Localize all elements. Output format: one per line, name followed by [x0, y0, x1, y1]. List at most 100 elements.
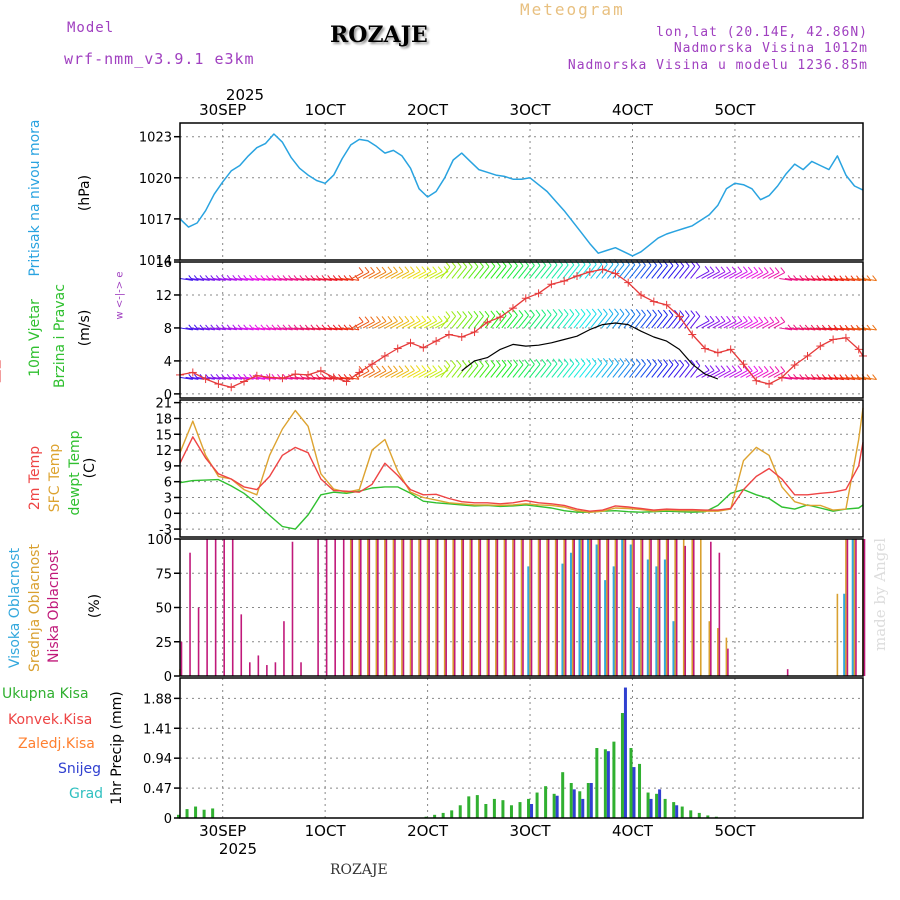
wind-barb-flag [445, 360, 451, 367]
wind-barb [601, 362, 614, 378]
wind-barb-flag [456, 360, 462, 367]
wind-barb-flag [652, 260, 657, 266]
y-tick-label: 75 [155, 567, 172, 582]
bottom-date-label: 2OCT [407, 822, 449, 840]
wind-barb [468, 365, 479, 378]
wind-barb [684, 364, 696, 378]
wind-barb [640, 363, 652, 378]
wind-barb [756, 370, 769, 378]
wind-barb [801, 277, 816, 282]
bottom-date-label: 1OCT [305, 822, 347, 840]
wind-barb-flag [747, 266, 753, 273]
wind-barb-flag [421, 266, 427, 272]
wind-barb [829, 327, 844, 331]
wind-barb-flag [709, 365, 715, 371]
wind-barb-flag [451, 310, 457, 317]
wind-barb [745, 271, 759, 279]
wind-barb [679, 364, 690, 378]
wind-barb-flag [535, 359, 541, 365]
wind-barb [324, 376, 338, 380]
precip-rain-bar [501, 800, 505, 818]
wind-barb-flag [872, 374, 877, 380]
wind-barb-flag [574, 308, 580, 315]
wind-barb-flag [684, 310, 690, 316]
wind-barb-flag [715, 365, 721, 371]
wind-barb-flag [484, 360, 490, 366]
wind-barb-flag [704, 364, 710, 371]
pressure-line [179, 133, 864, 257]
wind-barb-flag [437, 315, 443, 322]
wind-barb [701, 271, 715, 279]
wind-barb [723, 320, 737, 329]
y-tick-label: 12 [155, 289, 172, 304]
wind-barb [545, 264, 558, 279]
wind-barb [229, 327, 243, 331]
wind-barb [213, 327, 226, 331]
wind-barb-flag [774, 366, 780, 372]
wind-barb-flag [657, 359, 663, 365]
wind-barb-flag [747, 365, 753, 372]
wind-barb [690, 365, 701, 378]
wind-barb-flag [387, 315, 393, 322]
wind-barb [390, 320, 404, 329]
wind-barb [745, 321, 759, 329]
wind-barb [423, 320, 437, 329]
wind-barb-flag [364, 365, 370, 372]
wind-barb-flag [426, 365, 432, 371]
wind-barb [507, 364, 518, 378]
y-tick-label: 3 [164, 491, 172, 506]
wind-barb [540, 314, 552, 329]
wind-barb [179, 277, 193, 281]
wind-barb [695, 369, 710, 378]
wind-barb [829, 277, 844, 282]
wind-barb [701, 320, 715, 329]
wind-barb-flag [737, 266, 743, 273]
wind-barb [252, 327, 265, 331]
y-tick-label: 0.47 [143, 782, 172, 797]
wind-barb [645, 314, 657, 329]
wind-barb [335, 277, 349, 281]
precip-rain-bar [646, 792, 650, 818]
wind-barb [457, 266, 468, 279]
wind-barb [651, 314, 663, 329]
page-title: ROZAJE [330, 22, 428, 48]
wind-barb-flag [758, 366, 764, 372]
wind-barb-flag [731, 315, 737, 322]
precip-rain-bar [595, 748, 599, 818]
wind-barb [268, 327, 282, 331]
bottom-date-label: 5OCT [714, 822, 756, 840]
wind-barb-flag [720, 365, 726, 371]
wind-barb [512, 314, 524, 329]
wind-barb-flag [381, 365, 387, 372]
wind-barb [723, 271, 737, 279]
wind-barb [373, 271, 387, 279]
y-tick-label: 15 [155, 428, 172, 443]
wind-barb-flag [731, 365, 737, 371]
wind-barb [313, 277, 327, 281]
wind-barb [279, 277, 293, 281]
wind-barb [712, 370, 726, 378]
wind-barb-flag [780, 316, 786, 323]
wind-barb-flag [552, 309, 558, 315]
wind-barb-flag [513, 309, 518, 316]
wind-barb-flag [451, 360, 457, 367]
wind-barb [790, 277, 804, 281]
wind-barb-flag [763, 267, 769, 273]
wind-barb-flag [747, 316, 753, 322]
wind-barb-flag [479, 310, 484, 317]
wind-barb-flag [546, 309, 552, 316]
precip-snow-bar [530, 804, 534, 818]
wind-barb [651, 364, 663, 378]
wind-barb [612, 313, 625, 329]
wind-barb [718, 320, 731, 329]
wind-barb-flag [657, 309, 663, 316]
wind-barb [673, 265, 685, 279]
precip-rain-bar [458, 805, 462, 818]
wind-barb-flag [614, 357, 619, 364]
y-tick-label: 8 [164, 322, 172, 337]
wind-barb [385, 271, 398, 279]
wind-barb [302, 327, 315, 331]
wind-barb-flag [726, 315, 731, 322]
top-date-label: 30SEP [199, 101, 246, 119]
wind-barb [318, 277, 332, 281]
